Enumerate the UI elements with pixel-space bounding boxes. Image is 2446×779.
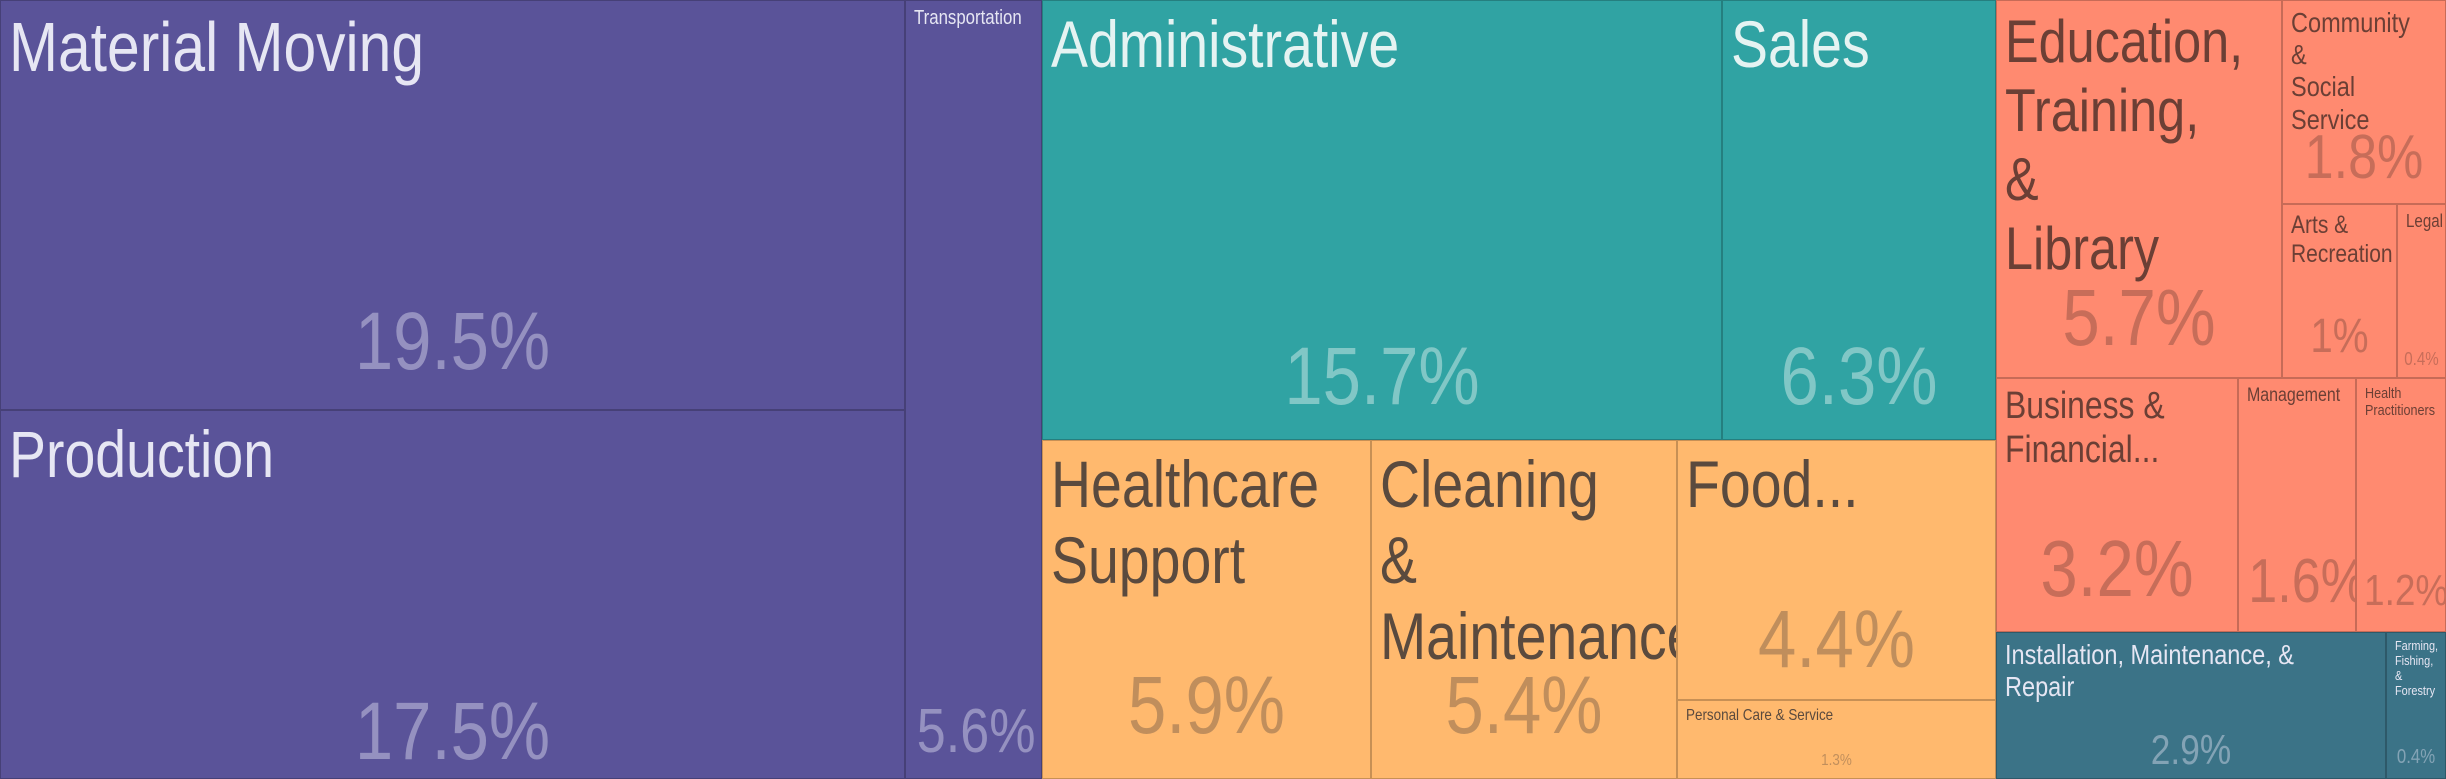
cell-label: Healthcare Support	[1051, 447, 1320, 597]
treemap-cell-management[interactable]: Management 1.6%	[2238, 378, 2356, 632]
cell-value: 15.7%	[1284, 331, 1480, 422]
treemap-cell-material-moving[interactable]: Material Moving 19.5%	[0, 0, 905, 410]
cell-label: Arts & Recreation	[2291, 211, 2393, 268]
cell-label: Business & Financial...	[2005, 385, 2165, 471]
cell-value: 5.7%	[2062, 273, 2216, 362]
treemap-cell-community-social-service[interactable]: Community & Social Service 1.8%	[2282, 0, 2446, 204]
cell-label: Administrative	[1051, 7, 1400, 81]
treemap-cell-health-practitioners[interactable]: Health Practitioners 1.2%	[2356, 378, 2446, 632]
treemap-cell-arts-recreation[interactable]: Arts & Recreation 1%	[2282, 204, 2397, 378]
cell-value: 19.5%	[354, 296, 551, 387]
cell-label: Management	[2247, 385, 2341, 406]
cell-label: Material Moving	[9, 8, 425, 86]
cell-label: Installation, Maintenance, & Repair	[2005, 639, 2294, 703]
treemap-cell-healthcare-support[interactable]: Healthcare Support 5.9%	[1042, 440, 1371, 779]
treemap-cell-transportation[interactable]: Transportation 5.6%	[905, 0, 1042, 779]
cell-value: 1.8%	[2304, 123, 2424, 192]
cell-label: Production	[9, 417, 275, 491]
treemap-cell-production[interactable]: Production 17.5%	[0, 410, 905, 779]
treemap-cell-education-training-library[interactable]: Education, Training, & Library 5.7%	[1996, 0, 2282, 378]
cell-label: Cleaning & Maintenance	[1380, 447, 1677, 673]
cell-label: Farming, Fishing, & Forestry	[2395, 638, 2439, 698]
cell-value: 3.2%	[2040, 524, 2194, 613]
treemap-cell-installation-maintenance-repair[interactable]: Installation, Maintenance, & Repair 2.9%	[1996, 632, 2386, 779]
cell-label: Food...	[1686, 447, 1859, 521]
treemap-cell-personal-care-service[interactable]: Personal Care & Service 1.3%	[1677, 700, 1996, 779]
cell-label: Education, Training, & Library	[2005, 8, 2244, 282]
cell-value: 5.4%	[1445, 660, 1603, 751]
cell-value: 1.6%	[2248, 547, 2356, 616]
treemap-cell-administrative[interactable]: Administrative 15.7%	[1042, 0, 1722, 440]
cell-value: 0.4%	[2404, 349, 2439, 369]
cell-value: 1.3%	[1821, 752, 1852, 769]
cell-value: 1.2%	[2364, 566, 2446, 615]
treemap-cell-food[interactable]: Food... 4.4%	[1677, 440, 1996, 700]
cell-value: 0.4%	[2396, 746, 2436, 768]
cell-value: 17.5%	[354, 686, 551, 777]
cell-value: 1%	[2310, 310, 2369, 363]
treemap-cell-legal[interactable]: Legal 0.4%	[2397, 204, 2446, 378]
cell-value: 5.9%	[1127, 660, 1286, 751]
treemap-cell-business-financial[interactable]: Business & Financial... 3.2%	[1996, 378, 2238, 632]
cell-value: 5.6%	[916, 697, 1036, 766]
cell-label: Legal	[2406, 211, 2443, 231]
cell-value: 4.4%	[1757, 594, 1916, 685]
cell-label: Health Practitioners	[2365, 385, 2436, 420]
treemap-cell-farming-fishing-forestry[interactable]: Farming, Fishing, & Forestry 0.4%	[2386, 632, 2446, 779]
cell-label: Community & Social Service	[2291, 7, 2410, 135]
cell-label: Sales	[1731, 7, 1870, 81]
treemap-cell-sales[interactable]: Sales 6.3%	[1722, 0, 1996, 440]
cell-value: 6.3%	[1780, 331, 1938, 422]
treemap-cell-cleaning-maintenance[interactable]: Cleaning & Maintenance 5.4%	[1371, 440, 1677, 779]
cell-label: Transportation	[914, 7, 1022, 29]
cell-value: 2.9%	[2150, 726, 2232, 773]
cell-label: Personal Care & Service	[1686, 707, 1834, 724]
